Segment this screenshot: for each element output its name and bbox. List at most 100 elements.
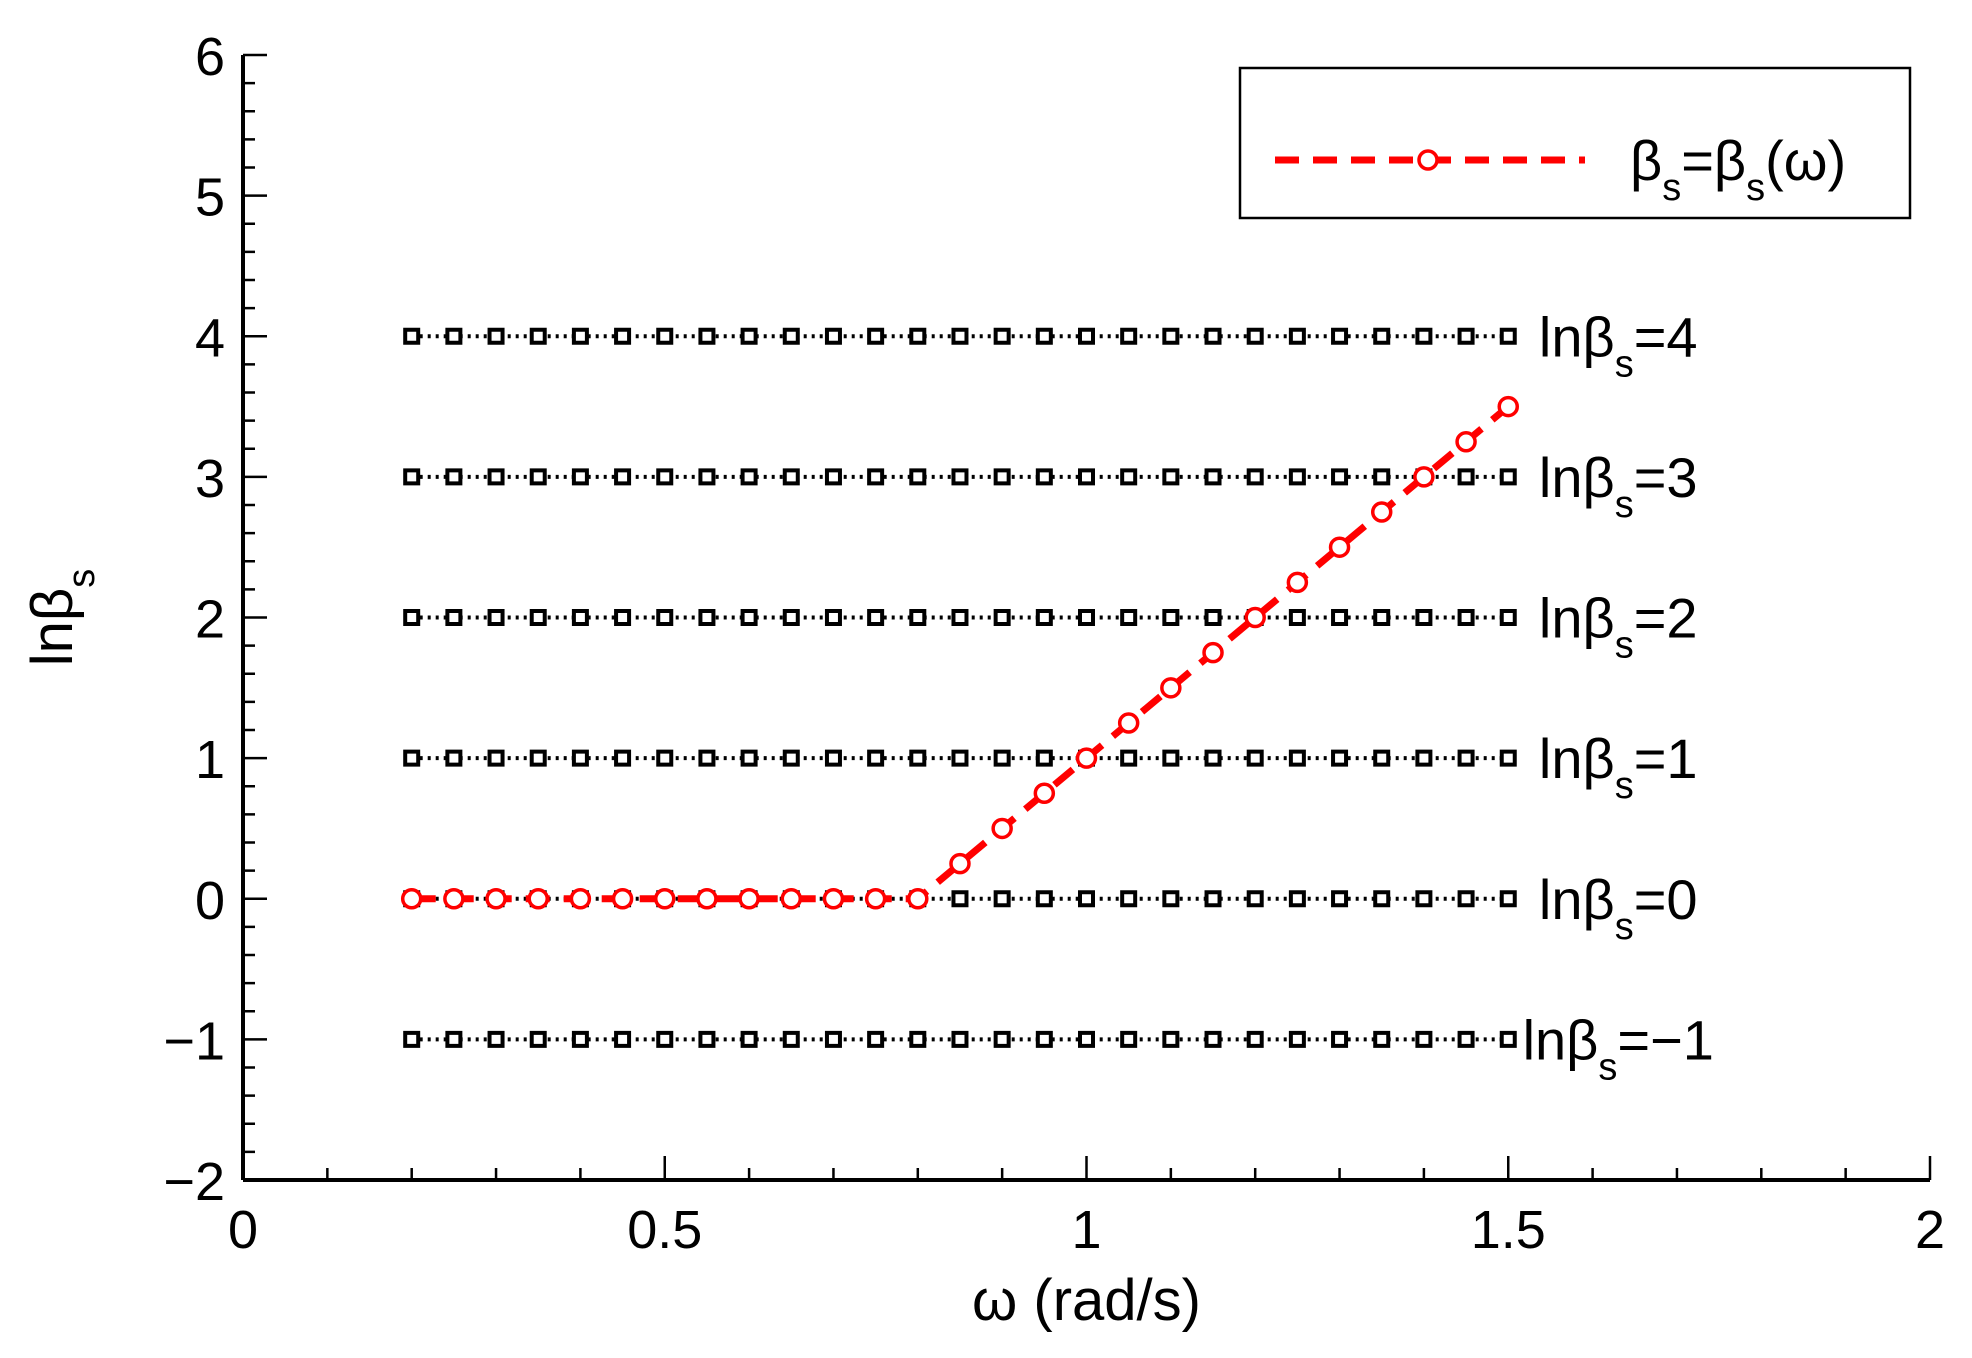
reference-marker-3-11	[867, 749, 885, 767]
reference-line-label-4: lnβs=0	[1539, 868, 1698, 948]
reference-marker-0-11	[867, 327, 885, 345]
reference-marker-2-1	[445, 609, 463, 626]
reference-marker-4-26	[1499, 890, 1517, 908]
reference-marker-2-7	[698, 609, 716, 626]
x-tick-label-0: 0	[228, 1200, 258, 1260]
reference-marker-5-7	[698, 1030, 716, 1048]
reference-marker-5-12	[909, 1030, 927, 1048]
reference-marker-2-18	[1162, 609, 1180, 626]
reference-marker-0-14	[993, 327, 1011, 345]
series-point-0-6	[654, 888, 676, 910]
reference-marker-5-11	[867, 1030, 885, 1048]
reference-marker-5-1	[445, 1030, 463, 1048]
reference-marker-1-12	[909, 468, 927, 486]
reference-marker-2-10	[824, 609, 842, 626]
series-point-0-1	[443, 888, 465, 910]
reference-marker-3-25	[1457, 749, 1475, 767]
series-point-0-8	[738, 888, 760, 910]
reference-marker-1-7	[698, 468, 716, 486]
y-tick-label-1: −1	[163, 1011, 225, 1071]
x-tick-label-3: 1.5	[1471, 1200, 1546, 1260]
reference-marker-2-15	[1035, 609, 1053, 626]
reference-marker-3-19	[1204, 749, 1222, 767]
x-axis-label: ω (rad/s)	[972, 1268, 1201, 1333]
y-tick-label-4: 2	[195, 590, 225, 650]
reference-marker-2-17	[1120, 609, 1138, 626]
reference-marker-4-21	[1288, 890, 1306, 908]
reference-marker-2-25	[1457, 609, 1475, 626]
reference-marker-5-6	[656, 1030, 674, 1048]
reference-marker-5-24	[1415, 1030, 1433, 1048]
reference-marker-3-21	[1288, 749, 1306, 767]
reference-marker-0-0	[403, 327, 421, 345]
reference-marker-0-26	[1499, 327, 1517, 345]
series-point-0-15	[1033, 782, 1056, 805]
reference-marker-1-2	[487, 468, 505, 486]
axis-labels: ω (rad/s) lnβs	[20, 569, 1201, 1333]
series-point-0-18	[1160, 677, 1182, 699]
reference-marker-0-24	[1415, 327, 1433, 345]
reference-line-labels: lnβs=4 lnβs=3 lnβs=2 lnβs=1 lnβs=0 lnβs=−1	[1523, 305, 1714, 1088]
y-tick-label-6: 4	[195, 308, 225, 368]
reference-marker-2-14	[993, 609, 1011, 626]
reference-marker-5-14	[993, 1030, 1011, 1048]
reference-marker-3-13	[951, 749, 969, 767]
series-point-0-9	[780, 888, 803, 910]
reference-marker-2-16	[1078, 609, 1095, 626]
series-point-0-11	[864, 888, 887, 910]
reference-marker-2-9	[782, 609, 800, 626]
reference-marker-3-18	[1162, 749, 1180, 767]
reference-marker-2-11	[867, 609, 885, 626]
reference-marker-0-4	[571, 327, 589, 345]
reference-marker-1-21	[1288, 468, 1306, 486]
reference-marker-0-10	[824, 327, 842, 345]
reference-marker-4-20	[1246, 890, 1264, 908]
reference-marker-5-25	[1457, 1030, 1475, 1048]
reference-marker-1-3	[529, 468, 547, 486]
reference-marker-0-25	[1457, 327, 1475, 345]
reference-marker-0-3	[529, 327, 547, 345]
reference-marker-0-2	[487, 327, 505, 345]
reference-marker-1-22	[1331, 468, 1349, 486]
reference-line-label-3: lnβs=1	[1539, 727, 1698, 807]
reference-marker-5-19	[1204, 1030, 1222, 1048]
series-point-0-21	[1286, 571, 1309, 594]
reference-marker-5-0	[403, 1030, 421, 1048]
reference-marker-2-19	[1204, 609, 1222, 626]
reference-marker-4-22	[1331, 890, 1349, 908]
x-tick-label-2: 1	[1071, 1200, 1101, 1260]
reference-marker-2-21	[1288, 609, 1306, 626]
reference-marker-2-23	[1373, 609, 1391, 626]
reference-marker-3-9	[782, 749, 800, 767]
reference-marker-5-13	[951, 1030, 969, 1048]
series-point-0-20	[1244, 606, 1266, 629]
reference-marker-4-17	[1120, 890, 1138, 908]
reference-marker-3-4	[571, 749, 589, 767]
reference-marker-1-0	[403, 468, 421, 486]
reference-marker-1-23	[1373, 468, 1391, 486]
reference-line-label-5: lnβs=−1	[1523, 1008, 1714, 1088]
series-point-0-5	[611, 888, 634, 910]
reference-marker-3-3	[529, 749, 547, 767]
reference-marker-3-20	[1246, 749, 1264, 767]
reference-marker-3-2	[487, 749, 505, 767]
reference-marker-5-9	[782, 1030, 800, 1048]
reference-marker-3-23	[1373, 749, 1391, 767]
reference-marker-2-3	[529, 609, 547, 626]
series-point-0-17	[1117, 712, 1140, 734]
legend-swatch-marker-0	[1417, 149, 1439, 171]
reference-marker-1-19	[1204, 468, 1222, 486]
reference-marker-1-14	[993, 468, 1011, 486]
reference-marker-0-6	[656, 327, 674, 345]
reference-marker-2-24	[1415, 609, 1433, 626]
series-point-0-24	[1413, 466, 1435, 488]
reference-marker-1-17	[1120, 468, 1138, 486]
reference-marker-5-15	[1035, 1030, 1053, 1048]
reference-marker-3-12	[909, 749, 927, 767]
reference-marker-3-26	[1499, 749, 1517, 767]
series-point-0-13	[949, 852, 971, 875]
reference-marker-5-16	[1078, 1030, 1095, 1048]
reference-marker-1-15	[1035, 468, 1053, 486]
reference-marker-5-10	[824, 1030, 842, 1048]
